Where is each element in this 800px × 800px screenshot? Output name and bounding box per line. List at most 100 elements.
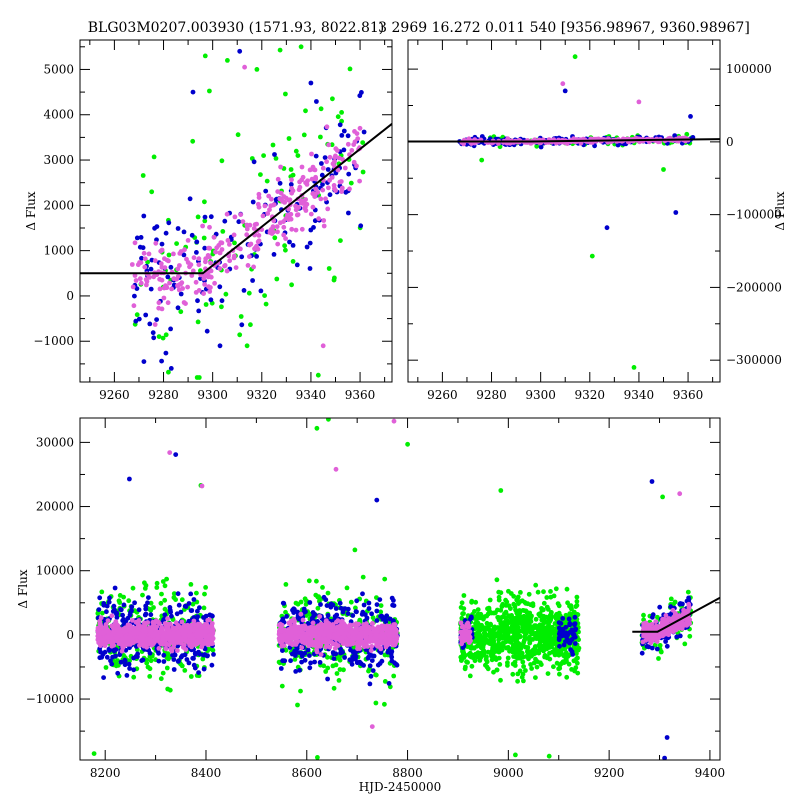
data-point — [191, 656, 196, 661]
y-tick-label: 2000 — [43, 198, 74, 212]
data-point — [169, 613, 174, 619]
data-point — [158, 261, 164, 267]
data-point — [655, 614, 660, 620]
data-point — [154, 224, 160, 230]
data-point — [360, 609, 366, 615]
data-point — [222, 263, 228, 268]
data-point — [167, 280, 172, 286]
data-point — [295, 702, 300, 708]
data-point — [684, 131, 690, 137]
data-point — [142, 586, 148, 591]
data-point — [569, 649, 575, 655]
data-point — [482, 614, 488, 620]
data-point — [639, 650, 645, 656]
data-point — [280, 658, 285, 664]
data-point — [164, 284, 169, 289]
data-point — [556, 652, 562, 658]
data-point — [179, 653, 185, 659]
data-point — [99, 589, 105, 595]
data-point — [162, 612, 168, 618]
data-point — [574, 603, 580, 608]
data-point — [119, 648, 125, 654]
data-point — [370, 621, 375, 626]
data-point — [475, 607, 481, 612]
data-point — [533, 656, 538, 662]
data-point — [333, 606, 339, 611]
data-point — [338, 238, 343, 244]
data-point — [288, 658, 293, 664]
data-point — [251, 226, 257, 231]
data-point — [199, 644, 205, 650]
data-point — [279, 683, 285, 689]
data-point — [138, 280, 144, 286]
data-point — [113, 653, 118, 659]
data-point — [140, 173, 146, 178]
data-point-outlier — [572, 54, 578, 60]
data-point — [97, 620, 103, 626]
data-point — [239, 322, 245, 328]
data-point — [350, 613, 356, 618]
data-point — [265, 211, 271, 216]
data-point — [190, 635, 196, 641]
data-point — [125, 615, 131, 621]
data-point — [360, 169, 366, 175]
data-point-outlier — [91, 751, 97, 756]
data-point-outlier — [315, 372, 321, 378]
data-point — [101, 629, 106, 635]
data-point — [208, 640, 214, 646]
data-point — [207, 224, 212, 230]
data-point — [345, 611, 351, 616]
data-point — [176, 287, 182, 293]
data-point — [296, 616, 302, 622]
data-point — [332, 275, 337, 281]
data-point — [188, 674, 194, 679]
x-tick-label: 9360 — [673, 388, 704, 402]
data-point — [283, 236, 288, 242]
data-point — [311, 225, 316, 230]
data-point — [478, 645, 484, 651]
data-point — [118, 659, 124, 665]
data-point — [390, 602, 395, 608]
data-point — [494, 647, 500, 653]
data-point — [113, 663, 119, 669]
data-point-outlier — [217, 343, 223, 349]
data-point — [140, 245, 146, 251]
data-point — [355, 136, 361, 142]
data-point — [510, 671, 516, 677]
data-point — [131, 667, 137, 673]
data-point — [503, 634, 509, 640]
data-point-outlier — [244, 343, 250, 349]
data-point — [516, 641, 522, 647]
data-point — [518, 646, 524, 651]
data-point — [394, 662, 399, 667]
data-point — [354, 163, 359, 169]
data-point — [177, 251, 183, 256]
data-point — [346, 210, 351, 216]
data-point — [137, 276, 143, 282]
data-point — [258, 288, 264, 294]
data-point — [283, 91, 288, 97]
data-point — [567, 621, 573, 626]
data-point — [199, 640, 205, 646]
data-point — [523, 601, 529, 606]
data-point — [194, 631, 200, 637]
data-point — [641, 612, 646, 618]
data-point — [344, 585, 350, 591]
data-point-outlier — [202, 53, 208, 59]
data-point — [646, 644, 652, 650]
data-point — [541, 600, 547, 606]
series-green — [467, 54, 695, 370]
data-point — [468, 614, 474, 620]
data-point — [542, 640, 548, 646]
data-point — [256, 233, 262, 238]
data-point — [461, 593, 467, 598]
data-point — [358, 661, 364, 666]
data-point — [250, 199, 256, 205]
data-point — [475, 650, 481, 656]
data-point — [317, 660, 323, 665]
data-point — [347, 66, 353, 72]
data-point — [240, 219, 246, 225]
data-point — [503, 603, 509, 608]
data-point — [561, 660, 567, 665]
